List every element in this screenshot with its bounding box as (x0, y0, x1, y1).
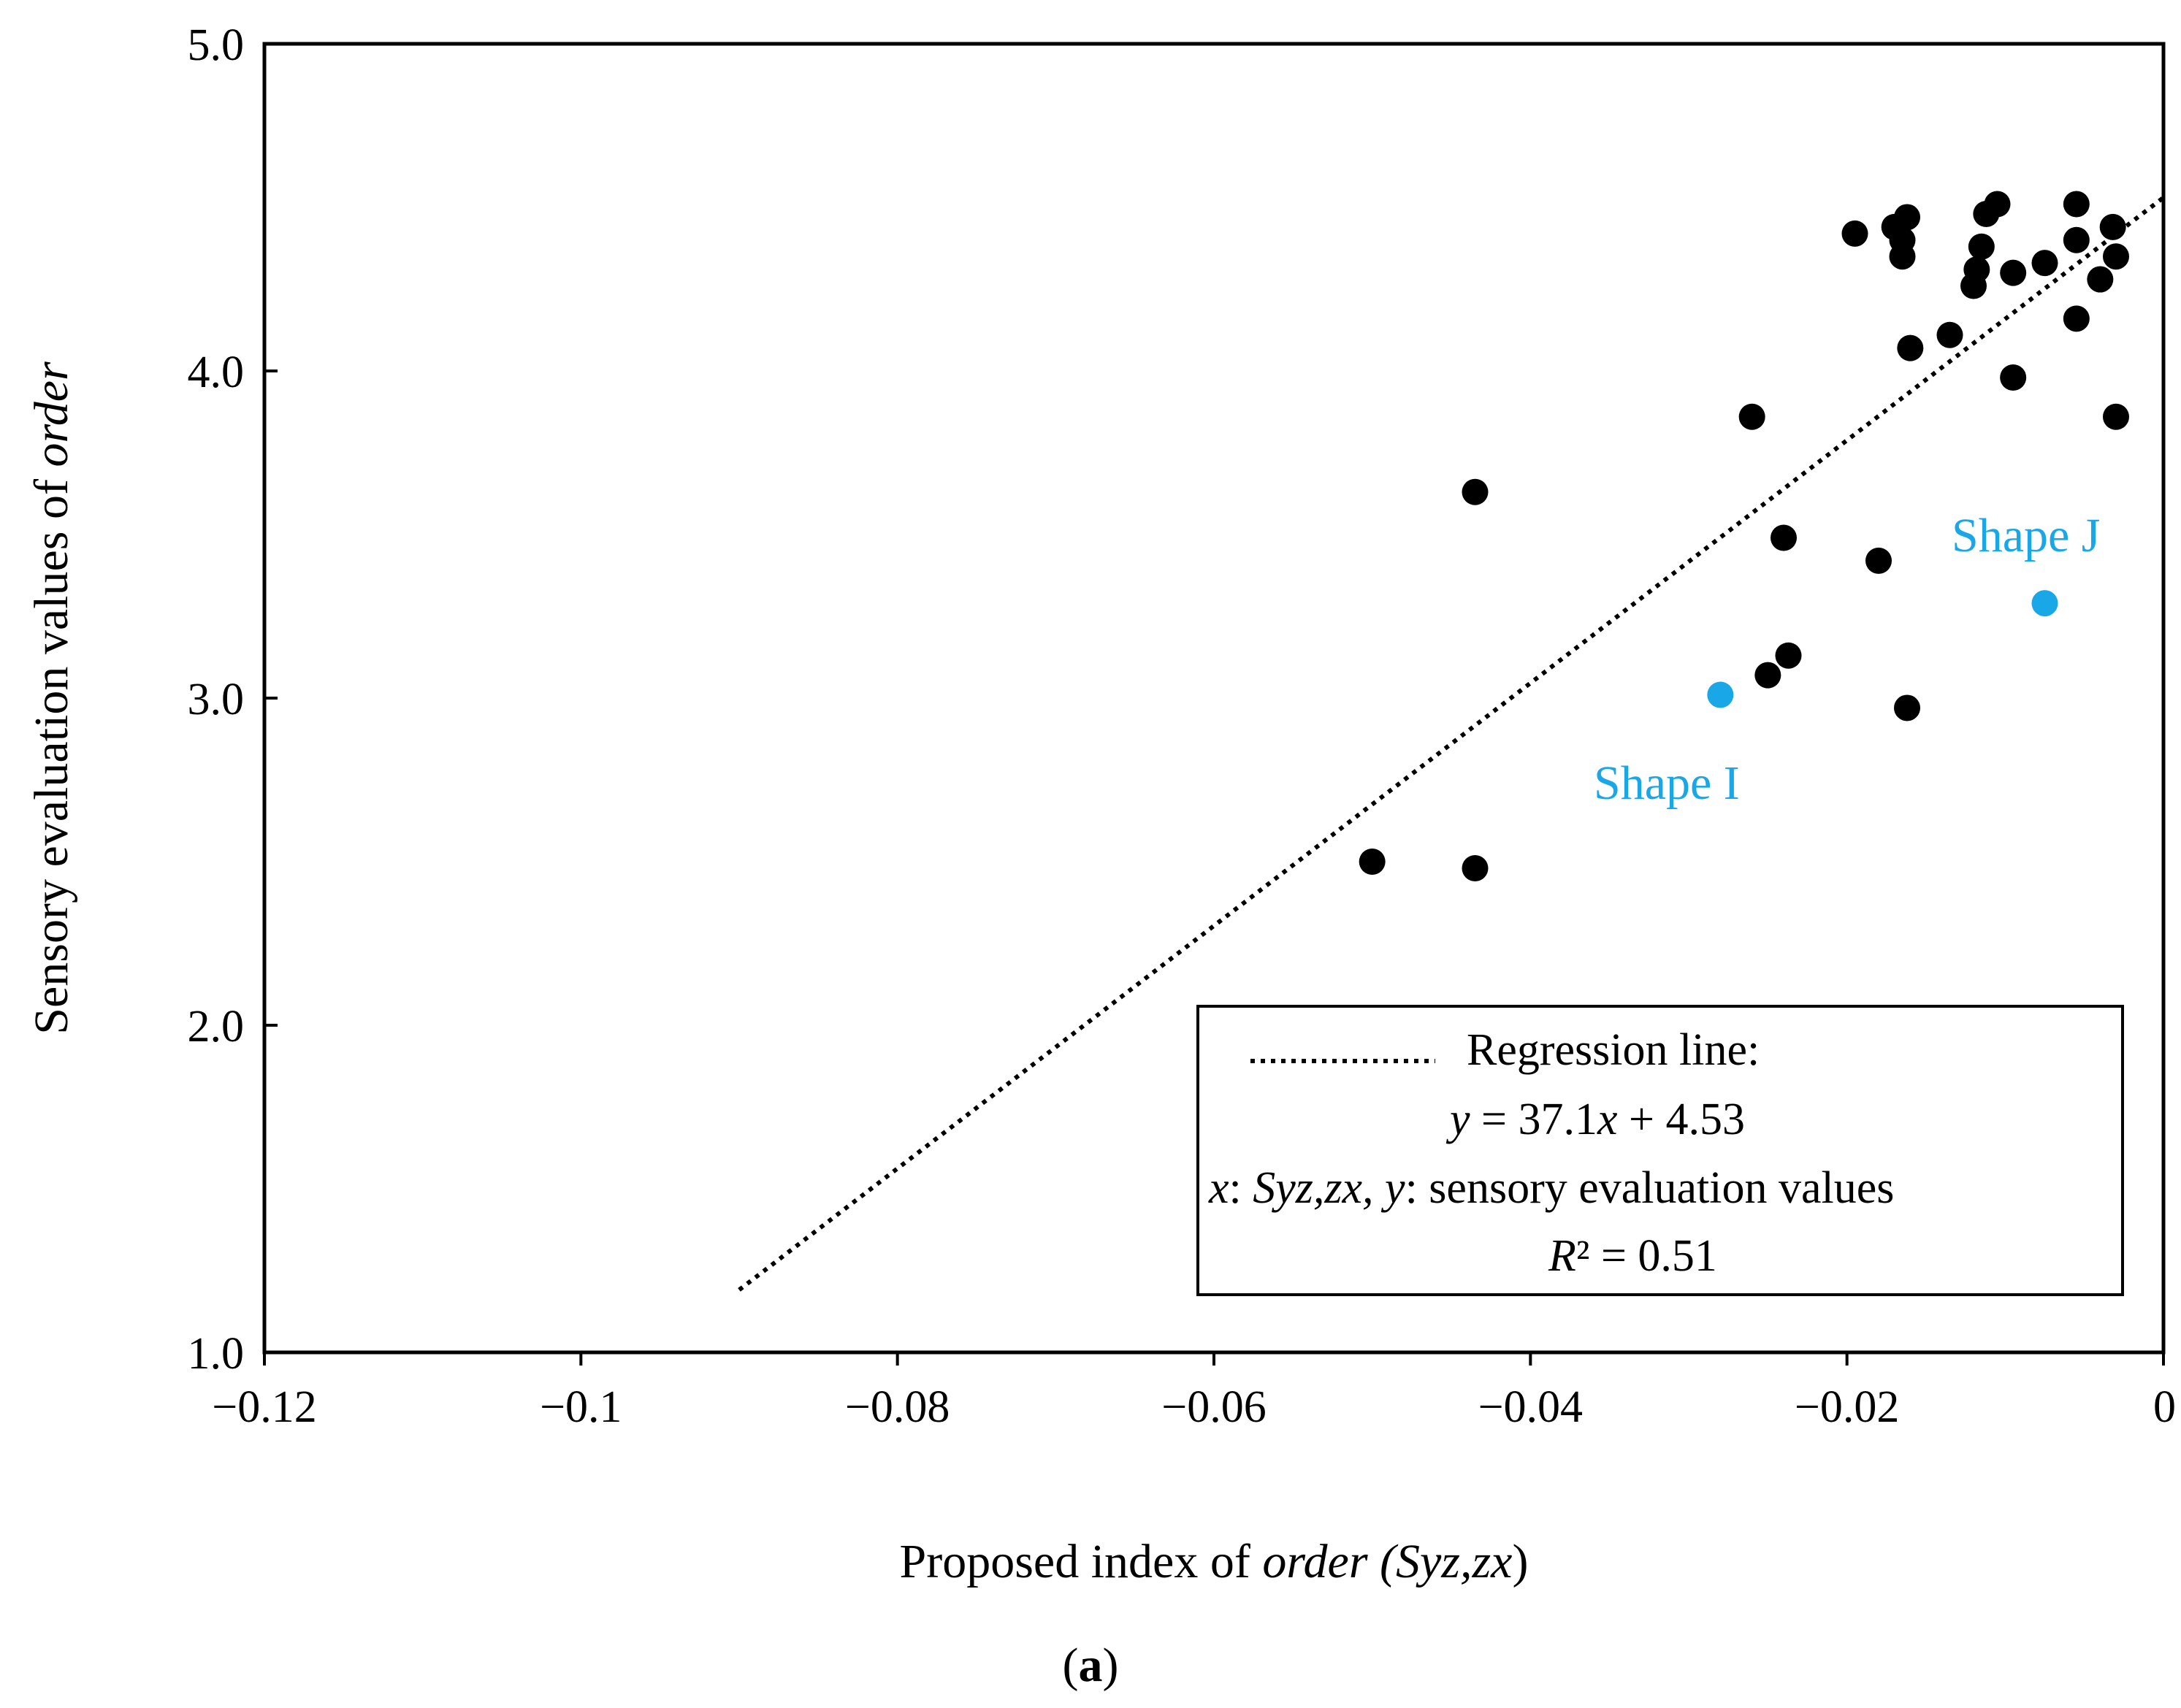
legend-equation: y = 37.1x + 4.53 (1445, 1095, 1745, 1144)
y-tick-label: 4.0 (188, 348, 245, 397)
x-axis-ticks: −0.12 −0.1 −0.08 −0.06 −0.04 −0.02 0 (212, 1352, 2176, 1432)
highlighted-data-point (2031, 590, 2058, 617)
x-tick-label: −0.1 (540, 1382, 622, 1432)
shape-j-label: Shape J (1952, 509, 2100, 562)
data-point (1968, 233, 1995, 260)
data-point (1359, 849, 1386, 875)
regression-line (738, 196, 2165, 1292)
data-point (1960, 272, 1987, 299)
x-tick-label: −0.06 (1161, 1382, 1266, 1432)
x-tick-label: 0 (2153, 1382, 2176, 1432)
data-point (2103, 243, 2129, 270)
y-tick-label: 2.0 (188, 1002, 245, 1052)
data-point (1936, 321, 1963, 348)
figure-caption: (a) (1063, 1639, 1119, 1692)
data-point (1841, 220, 1868, 247)
data-point (1754, 662, 1781, 689)
y-axis-ticks: 1.0 2.0 3.0 4.0 5.0 (188, 20, 278, 1379)
data-point (1894, 204, 1920, 231)
y-tick-label: 5.0 (188, 20, 245, 70)
legend-line1: Regression line: (1467, 1025, 1760, 1075)
data-point (2000, 364, 2027, 391)
data-point (2063, 191, 2090, 218)
y-axis-title: Sensory evaluation values of order (25, 361, 78, 1035)
data-point (1894, 694, 1920, 721)
data-point (1897, 334, 1924, 361)
y-tick-label: 1.0 (188, 1329, 245, 1379)
data-point (2031, 250, 2058, 277)
data-point (2103, 403, 2129, 430)
data-point (1462, 478, 1489, 505)
data-point (1771, 524, 1797, 551)
data-point (1889, 243, 1916, 270)
y-tick-label: 3.0 (188, 675, 245, 724)
data-point (1462, 854, 1489, 881)
x-tick-label: −0.04 (1478, 1382, 1583, 1432)
data-point (2087, 266, 2114, 293)
data-point (1738, 403, 1765, 430)
legend-variables: x: Syz,zx, y: sensory evaluation values (1208, 1163, 1894, 1213)
x-tick-label: −0.08 (845, 1382, 950, 1432)
data-point (1984, 191, 2011, 218)
highlighted-data-point (1707, 681, 1734, 708)
data-point (2000, 259, 2027, 286)
data-points (1359, 191, 2129, 881)
data-point (2063, 226, 2090, 253)
data-point (1865, 547, 1892, 574)
data-point (1775, 642, 1802, 669)
legend-box: Regression line: y = 37.1x + 4.53 x: Syz… (1196, 1005, 2124, 1296)
data-point (2099, 213, 2126, 240)
legend-r-squared: R² = 0.51 (1548, 1231, 1717, 1281)
x-axis-title: Proposed index of order (Syz,zx) (900, 1535, 1529, 1588)
shape-i-label: Shape I (1594, 757, 1740, 810)
data-point (2063, 305, 2090, 332)
x-tick-label: −0.12 (212, 1382, 316, 1432)
x-tick-label: −0.02 (1795, 1382, 1899, 1432)
